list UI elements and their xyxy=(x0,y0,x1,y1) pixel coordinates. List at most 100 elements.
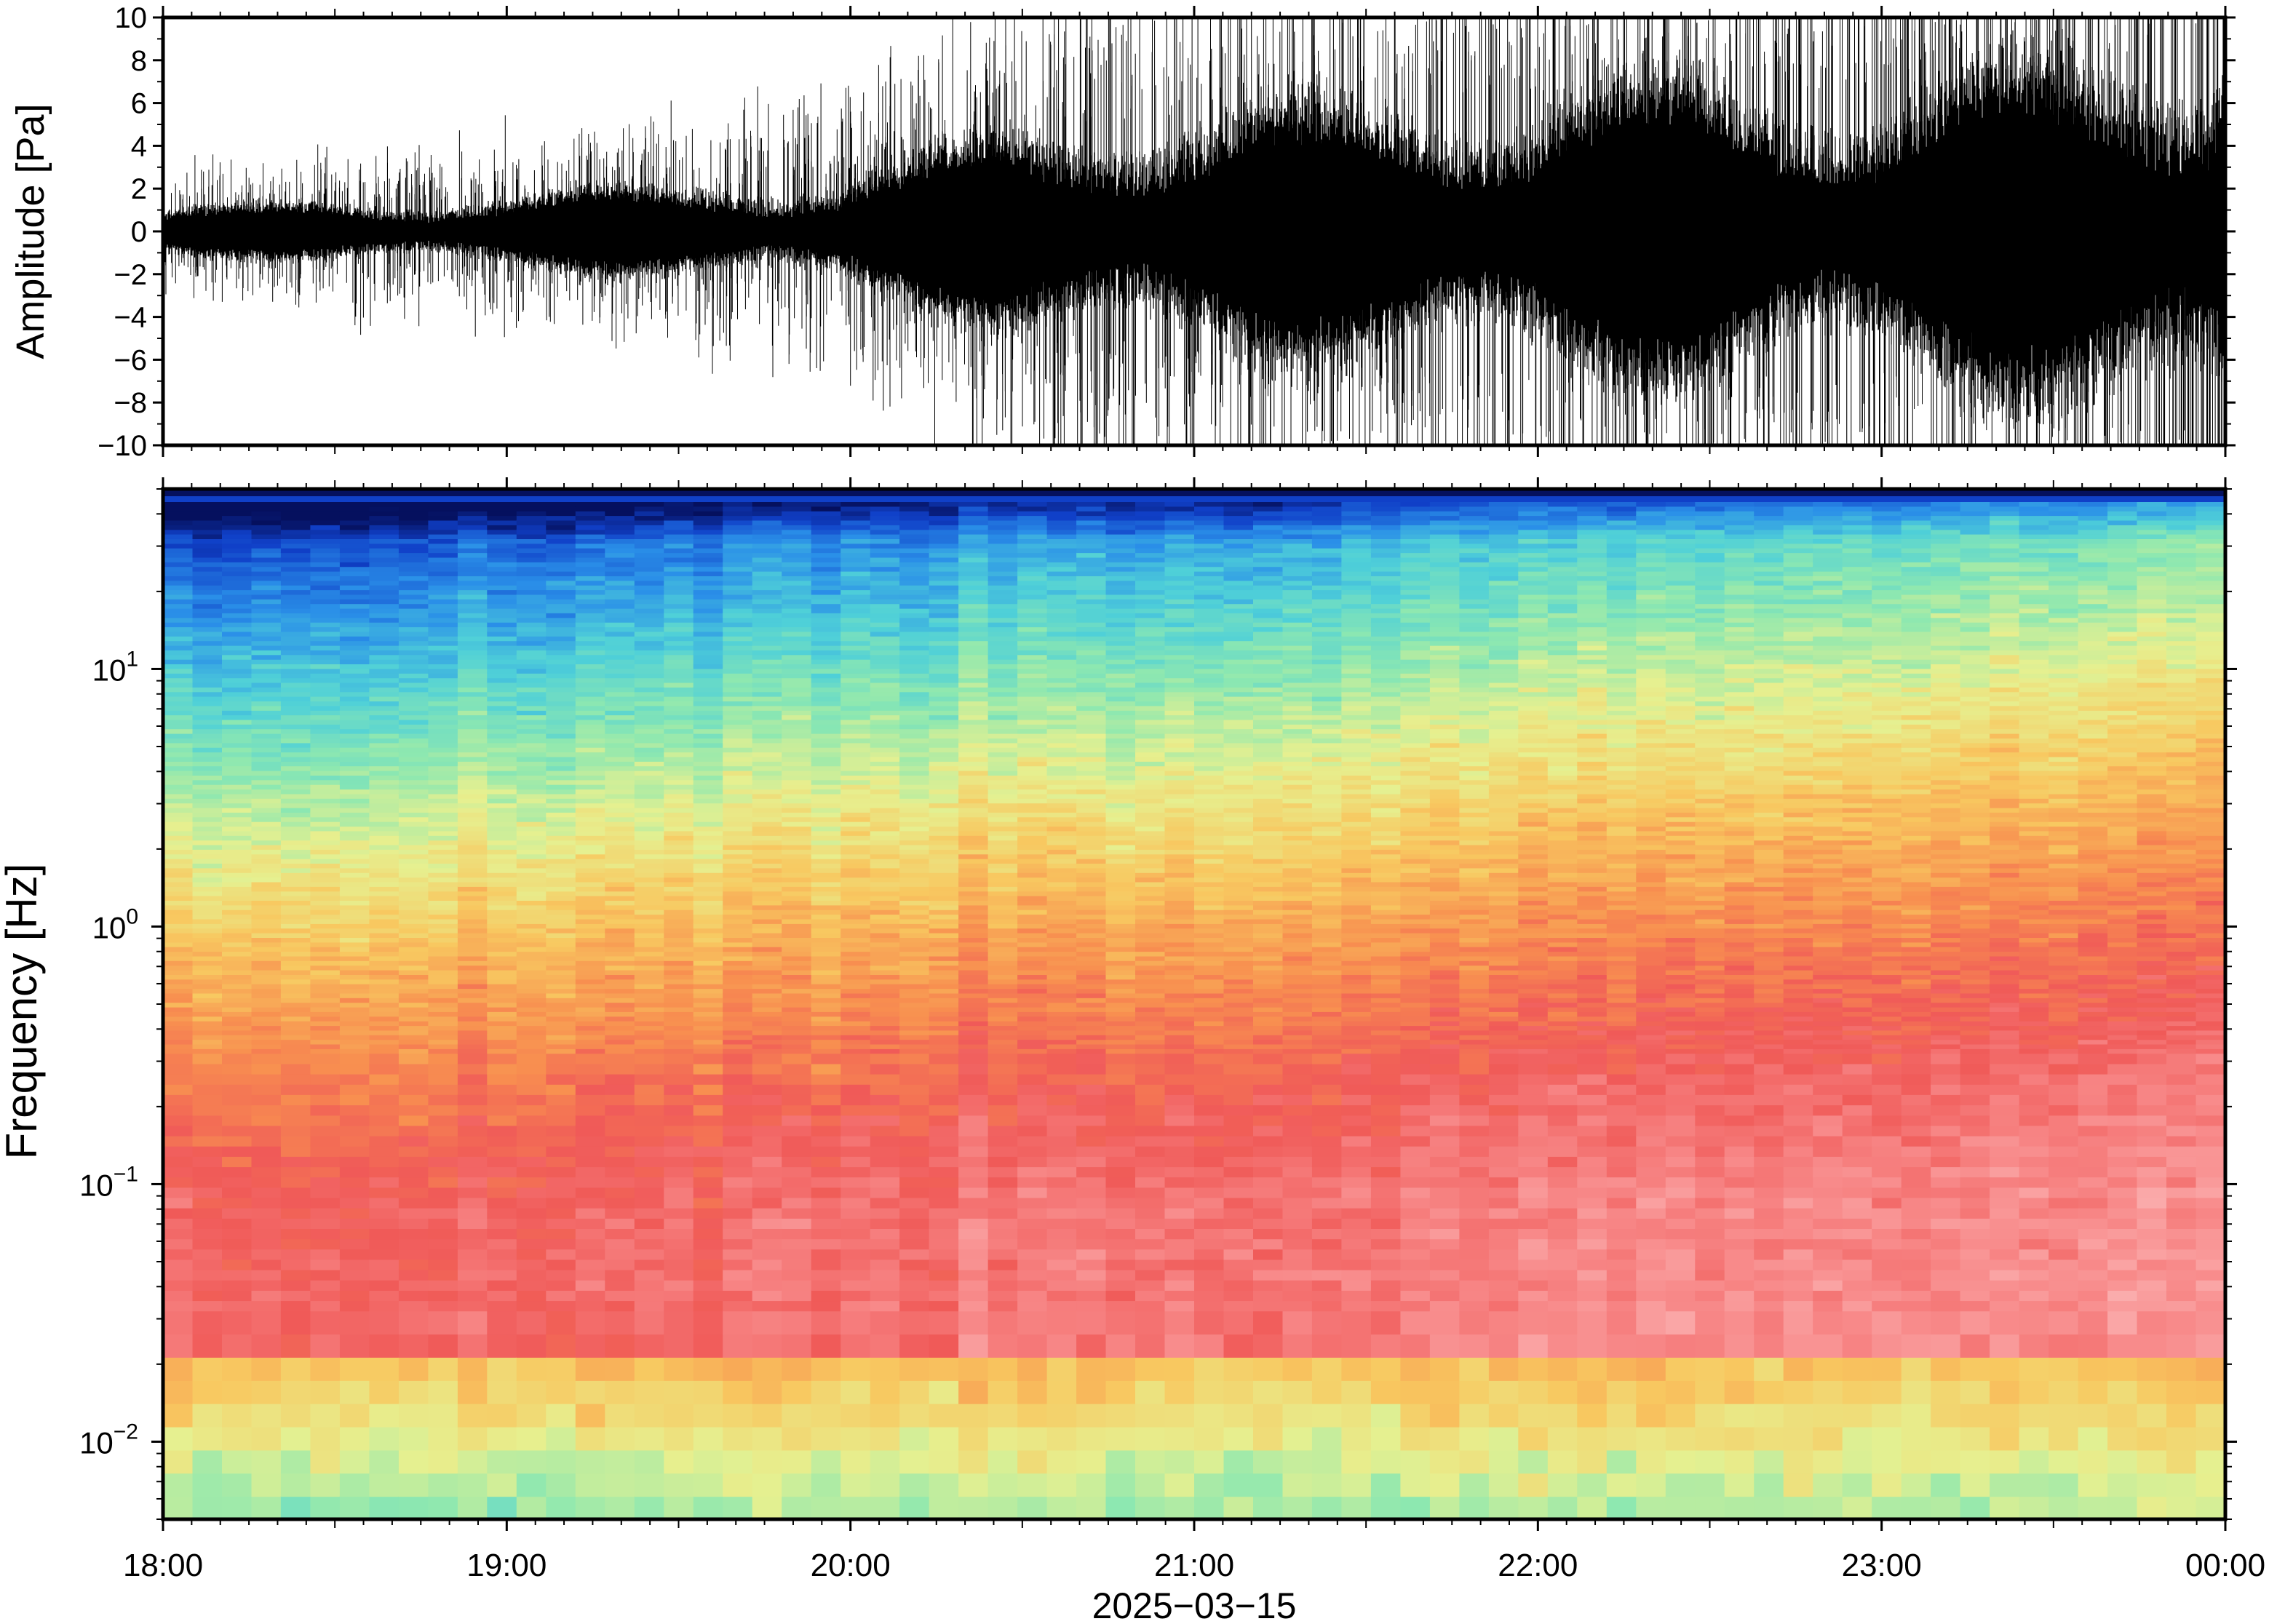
spectrogram-cell xyxy=(280,589,311,595)
spectrogram-cell xyxy=(988,1228,1019,1240)
spectrogram-cell xyxy=(222,594,253,600)
spectrogram-cell xyxy=(280,830,311,836)
spectrogram-cell xyxy=(929,1334,960,1358)
spectrogram-cell xyxy=(605,1496,635,1519)
spectrogram-cell xyxy=(398,770,429,776)
spectrogram-cell xyxy=(280,538,311,544)
spectrogram-cell xyxy=(310,747,341,753)
spectrogram-cell xyxy=(310,760,341,767)
spectrogram-cell xyxy=(192,1034,223,1040)
spectrogram-cell xyxy=(1017,765,1048,771)
spectrogram-cell xyxy=(605,1300,635,1312)
spectrogram-cell xyxy=(929,807,960,813)
spectrogram-cell xyxy=(723,557,753,562)
spectrogram-cell xyxy=(693,635,724,642)
spectrogram-cell xyxy=(929,904,960,910)
spectrogram-cell xyxy=(811,603,842,609)
spectrogram-cell xyxy=(163,1145,194,1157)
spectrogram-cell xyxy=(575,682,606,688)
spectrogram-cell xyxy=(841,1228,871,1240)
spectrogram-cell xyxy=(310,649,341,656)
spectrogram-cell xyxy=(546,900,576,906)
spectrogram-cell xyxy=(339,1334,370,1358)
spectrogram-cell xyxy=(398,909,429,915)
spectrogram-cell xyxy=(664,715,694,720)
spectrogram-cell xyxy=(693,557,724,562)
spectrogram-cell xyxy=(310,524,341,530)
spectrogram-cell xyxy=(899,797,930,804)
spectrogram-cell xyxy=(723,900,753,906)
spectrogram-cell xyxy=(280,779,311,785)
spectrogram-cell xyxy=(782,1496,812,1519)
spectrogram-cell xyxy=(664,631,694,637)
spectrogram-cell xyxy=(929,1300,960,1312)
spectrogram-cell xyxy=(605,524,635,530)
spectrogram-cell xyxy=(811,979,842,984)
spectrogram-cell xyxy=(752,1289,783,1302)
spectrogram-cell xyxy=(251,668,282,674)
spectrogram-cell xyxy=(605,918,635,924)
spectrogram-cell xyxy=(782,1020,812,1027)
spectrogram-cell xyxy=(280,533,311,539)
spectrogram-cell xyxy=(634,1177,665,1188)
spectrogram-cell xyxy=(457,626,488,632)
spectrogram-cell xyxy=(457,779,488,785)
spectrogram-cell xyxy=(369,960,400,966)
spectrogram-cell xyxy=(929,709,960,716)
spectrogram-cell xyxy=(811,589,842,595)
spectrogram-cell xyxy=(369,826,400,832)
spectrogram-cell xyxy=(546,830,576,836)
spectrogram-cell xyxy=(1017,835,1048,841)
spectrogram-cell xyxy=(575,668,606,674)
spectrogram-cell xyxy=(192,529,223,535)
spectrogram-cell xyxy=(723,770,753,776)
spectrogram-cell xyxy=(1046,1155,1078,1168)
spectrogram-cell xyxy=(280,853,311,859)
spectrogram-cell xyxy=(163,1043,194,1049)
spectrogram-cell xyxy=(1046,1016,1078,1022)
spectrogram-cell xyxy=(664,955,694,961)
spectrogram-cell xyxy=(752,733,783,739)
spectrogram-cell xyxy=(958,760,989,767)
spectrogram-cell xyxy=(841,928,871,934)
spectrogram-cell xyxy=(428,668,458,674)
spectrogram-cell xyxy=(958,728,989,734)
spectrogram-cell xyxy=(929,784,960,790)
spectrogram-cell xyxy=(398,979,429,984)
spectrogram-cell xyxy=(899,1104,930,1116)
spectrogram-cell xyxy=(605,760,635,767)
spectrogram-cell xyxy=(575,807,606,813)
spectrogram-cell xyxy=(988,789,1019,795)
spectrogram-cell xyxy=(339,1249,370,1260)
spectrogram-cell xyxy=(339,520,370,525)
spectrogram-cell xyxy=(280,909,311,915)
spectrogram-cell xyxy=(516,863,547,869)
spectrogram-cell xyxy=(428,774,458,781)
spectrogram-cell xyxy=(222,835,253,841)
spectrogram-cell xyxy=(605,793,635,799)
spectrogram-cell xyxy=(398,738,429,744)
spectrogram-cell xyxy=(428,1135,458,1147)
spectrogram-cell xyxy=(516,631,547,637)
spectrogram-cell xyxy=(163,1238,194,1250)
spectrogram-cell xyxy=(428,533,458,539)
spectrogram-cell xyxy=(428,853,458,859)
spectrogram-cell xyxy=(516,793,547,799)
spectrogram-cell xyxy=(634,1063,665,1075)
spectrogram-cell xyxy=(958,547,989,554)
spectrogram-cell xyxy=(163,1135,194,1147)
spectrogram-cell xyxy=(163,1073,194,1085)
spectrogram-cell xyxy=(546,510,576,517)
spectrogram-cell xyxy=(899,765,930,771)
spectrogram-cell xyxy=(428,942,458,947)
spectrogram-cell xyxy=(899,960,930,966)
spectrogram-cell xyxy=(398,617,429,623)
spectrogram-cell xyxy=(723,1125,753,1137)
spectrogram-cell xyxy=(516,1269,547,1281)
spectrogram-cell xyxy=(929,1155,960,1168)
spectrogram-cell xyxy=(693,547,724,554)
spectrogram-cell xyxy=(782,645,812,650)
spectrogram-cell xyxy=(339,742,370,748)
spectrogram-cell xyxy=(929,830,960,836)
spectrogram-cell xyxy=(398,1025,429,1031)
